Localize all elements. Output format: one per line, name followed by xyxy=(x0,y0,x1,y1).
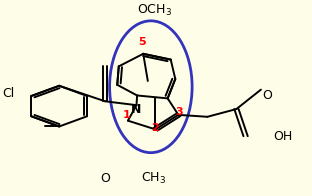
Text: CH$_3$: CH$_3$ xyxy=(141,171,167,186)
Text: 1: 1 xyxy=(123,110,130,120)
Text: 2: 2 xyxy=(151,123,159,133)
Text: O: O xyxy=(101,172,110,185)
Text: Cl: Cl xyxy=(2,87,15,100)
Text: N: N xyxy=(131,103,142,115)
Text: OH: OH xyxy=(273,130,292,143)
Text: O: O xyxy=(262,89,272,102)
Text: 3: 3 xyxy=(175,107,183,117)
Text: OCH$_3$: OCH$_3$ xyxy=(137,3,172,18)
Text: 5: 5 xyxy=(139,37,146,47)
